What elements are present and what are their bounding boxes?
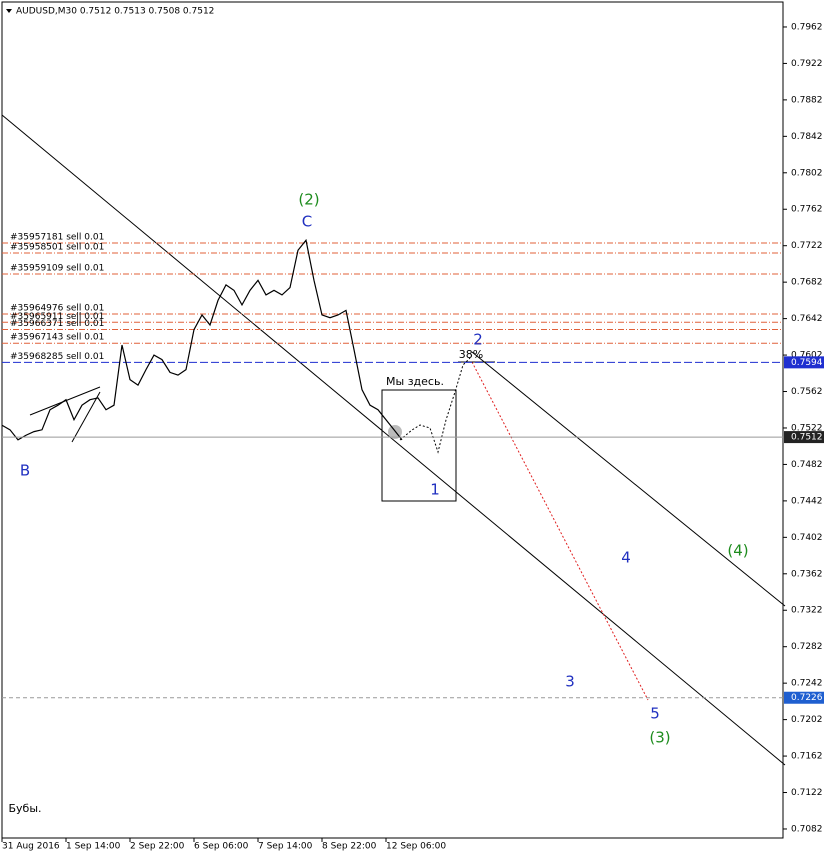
annotation: (3): [649, 729, 670, 747]
y-tick-label: 0.7922: [791, 59, 823, 69]
annotation: 5: [650, 705, 660, 723]
y-tick-label: 0.7402: [791, 533, 823, 543]
y-tick-label: 0.7202: [791, 715, 823, 725]
channel-line: [471, 351, 786, 607]
y-tick-label: 0.7642: [791, 314, 823, 324]
x-tick-label: 7 Sep 14:00: [258, 842, 313, 852]
order-label: #35967143 sell 0.01: [10, 333, 104, 343]
y-tick-label: 0.7842: [791, 132, 823, 142]
annotation: 38%: [459, 348, 483, 361]
trend-line: [71, 391, 101, 443]
annotation: 3: [565, 673, 575, 691]
x-tick-label: 6 Sep 06:00: [194, 842, 249, 852]
y-tick-label: 0.7162: [791, 752, 823, 762]
order-label: #35968285 sell 0.01: [10, 352, 104, 362]
y-tick-label: 0.7962: [791, 22, 823, 32]
x-tick-label: 2 Sep 22:00: [130, 842, 185, 852]
y-tick-label: 0.7882: [791, 95, 823, 105]
menu-arrow[interactable]: [6, 9, 12, 13]
annotation: 4: [621, 549, 631, 567]
order-label: #35966371 sell 0.01: [10, 319, 104, 329]
annotation: Бубы.: [8, 802, 41, 815]
y-tick-label: 0.7322: [791, 606, 823, 616]
x-tick-label: 1 Sep 14:00: [66, 842, 121, 852]
x-tick-label: 12 Sep 06:00: [386, 842, 446, 852]
y-tick-label: 0.7242: [791, 679, 823, 689]
annotation: Мы здесь.: [386, 375, 444, 388]
y-tick-label: 0.7122: [791, 788, 823, 798]
channel-line: [1, 114, 786, 766]
price-marker-label: 0.7226: [791, 693, 823, 703]
price-line: [1, 238, 403, 441]
projection: [399, 357, 471, 454]
chart-title: AUDUSD,M30 0.7512 0.7513 0.7508 0.7512: [16, 7, 214, 17]
annotation: 2: [473, 331, 483, 349]
projection: [471, 361, 649, 701]
y-tick-label: 0.7602: [791, 351, 823, 361]
price-marker: [784, 356, 824, 369]
order-label: #35959109 sell 0.01: [10, 263, 104, 273]
order-label: #35965911 sell 0.01: [10, 312, 104, 322]
y-tick-label: 0.7282: [791, 642, 823, 652]
order-label: #35964976 sell 0.01: [10, 304, 104, 314]
y-tick-label: 0.7522: [791, 423, 823, 433]
annotation: (2): [298, 191, 319, 209]
order-label: #35958501 sell 0.01: [10, 242, 104, 252]
order-label: #35957181 sell 0.01: [10, 232, 104, 242]
y-tick-label: 0.7482: [791, 460, 823, 470]
box: [381, 389, 457, 502]
annotation: B: [20, 462, 30, 480]
y-tick-label: 0.7082: [791, 824, 823, 834]
plot-frame: [1, 1, 784, 839]
y-tick-label: 0.7682: [791, 278, 823, 288]
x-tick-label: 31 Aug 2016: [2, 842, 60, 852]
y-tick-label: 0.7722: [791, 241, 823, 251]
y-tick-label: 0.7562: [791, 387, 823, 397]
annotation: (4): [727, 542, 748, 560]
y-tick-label: 0.7762: [791, 205, 823, 215]
price-marker: [784, 431, 824, 444]
y-tick-label: 0.7442: [791, 496, 823, 506]
x-tick-label: 8 Sep 22:00: [322, 842, 377, 852]
price-marker: [784, 691, 824, 704]
annotation: C: [302, 213, 312, 231]
y-tick-label: 0.7802: [791, 168, 823, 178]
annotation: 1: [430, 481, 440, 499]
y-tick-label: 0.7362: [791, 569, 823, 579]
price-marker-label: 0.7512: [791, 433, 823, 443]
price-marker-label: 0.7594: [791, 358, 823, 368]
